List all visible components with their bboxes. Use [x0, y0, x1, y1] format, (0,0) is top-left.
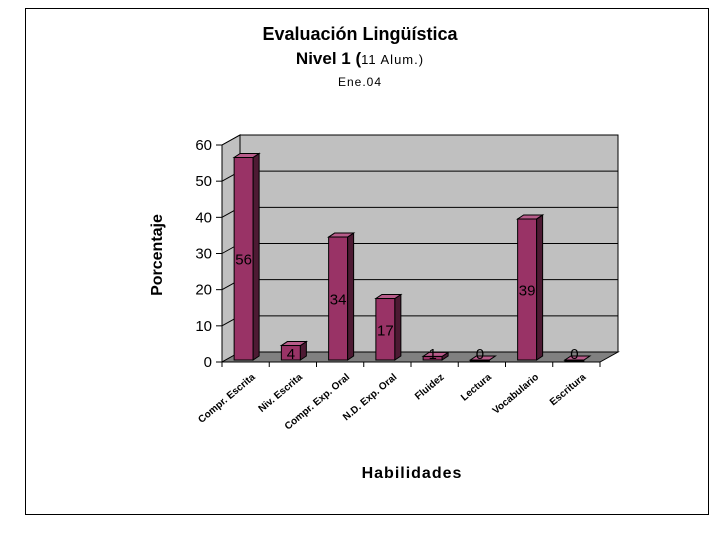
x-category-label: Niv. Escrita — [257, 372, 306, 415]
bar-2 — [279, 340, 309, 361]
y-tick-label: 30 — [195, 246, 212, 263]
chart-title: Evaluación Lingüística — [262, 24, 458, 44]
bar-data-label: 34 — [330, 292, 347, 309]
y-tick-label: 60 — [195, 137, 212, 154]
bar-data-label: 4 — [287, 346, 295, 363]
bar-side-face — [347, 232, 355, 361]
plot-walls — [220, 134, 620, 363]
bar-6 — [468, 355, 498, 362]
y-tick-label: 50 — [195, 173, 212, 190]
bar-top-face — [374, 294, 403, 300]
bar-8 — [563, 355, 592, 362]
y-tick-label: 0 — [204, 354, 212, 371]
bar-data-label: 17 — [377, 322, 394, 339]
bar-data-label: 39 — [519, 282, 536, 299]
subtitle-main: Nivel 1 ( — [295, 49, 362, 68]
y-tick-label: 40 — [195, 209, 212, 226]
x-category-label: Compr. Escrita — [196, 372, 257, 426]
y-tick-label: 10 — [195, 318, 212, 335]
gridline-side — [221, 134, 241, 146]
bar-data-label: 0 — [570, 346, 578, 363]
bar-4 — [374, 293, 403, 361]
y-axis: 0 10 20 30 40 50 60 — [195, 137, 223, 371]
chart-date-label: Ene.04 — [337, 75, 383, 89]
bar-side-face — [536, 214, 544, 361]
bars: 56 4 34 17 1 0 39 0 — [232, 152, 592, 363]
subtitle-small: 11 Alum.) — [361, 52, 425, 67]
bar-data-label: 1 — [428, 346, 436, 363]
bar-top-face — [279, 341, 309, 347]
bar-top-face — [421, 351, 450, 357]
x-axis-label: Habilidades — [362, 465, 463, 482]
chart-subtitle: Nivel 1 (11 Alum.) — [0, 49, 720, 69]
bar-top-face — [468, 355, 498, 361]
bar-top-face — [515, 214, 545, 220]
bar-side-face — [252, 152, 260, 361]
bar-top-face — [563, 355, 592, 361]
bar-data-label: 0 — [476, 346, 484, 363]
bar-data-label: 56 — [235, 252, 252, 269]
x-category-label: Lectura — [459, 372, 494, 404]
bar-5 — [421, 351, 450, 361]
y-tick-label: 20 — [195, 282, 212, 299]
x-category-label: Escritura — [548, 372, 589, 409]
bar-7 — [515, 214, 545, 361]
bar-top-face — [326, 232, 356, 238]
x-category-label: Vocabulario — [491, 372, 541, 417]
bar-top-face — [232, 152, 261, 158]
bar-side-face — [394, 293, 402, 361]
bar-1 — [232, 152, 261, 361]
bar-3 — [326, 232, 356, 361]
x-category-label: Fluidez — [413, 372, 446, 403]
y-axis-label: Porcentaje — [149, 214, 166, 296]
